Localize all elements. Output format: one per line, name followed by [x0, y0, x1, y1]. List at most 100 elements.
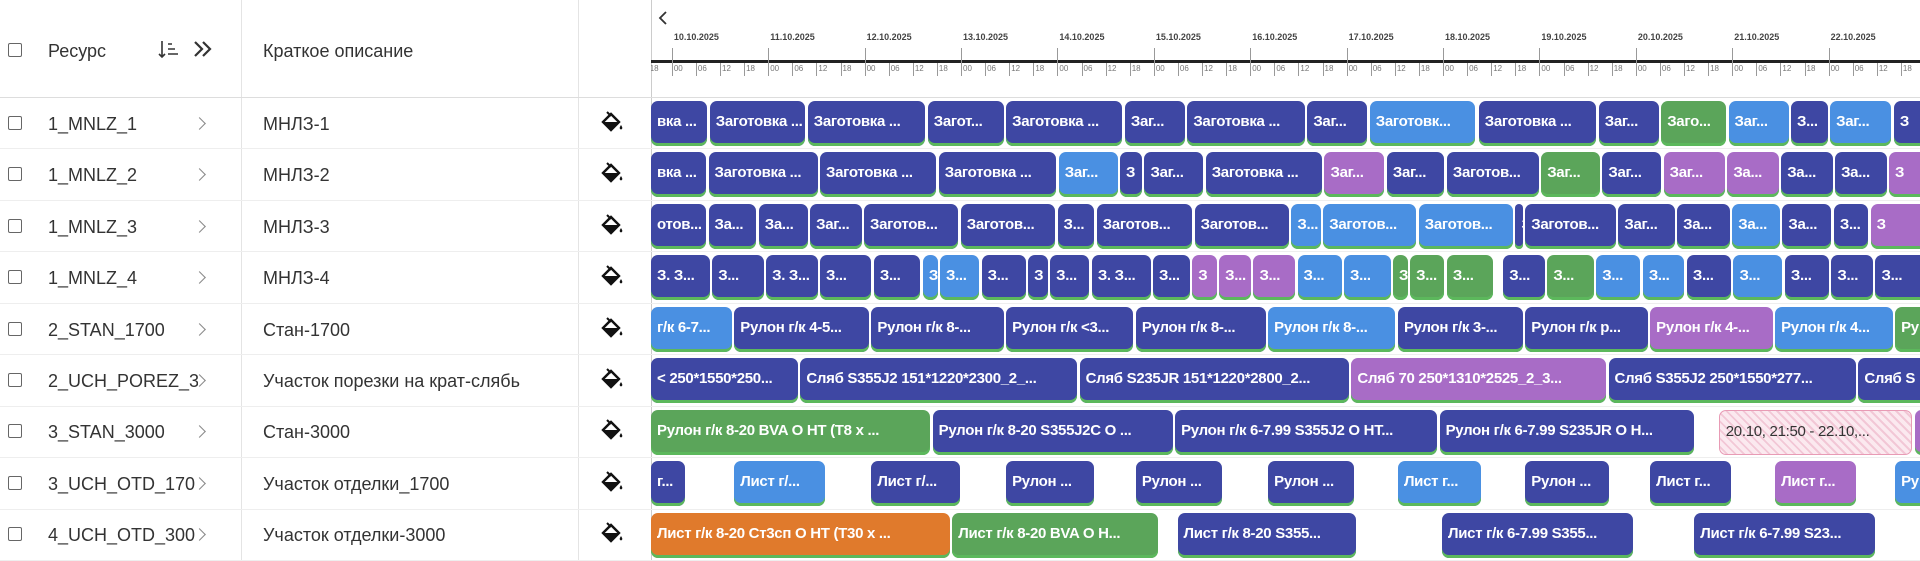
task-bar[interactable]: г/к 6-7... — [651, 306, 732, 352]
task-bar[interactable]: З... — [1686, 255, 1731, 301]
task-bar[interactable]: За... — [1782, 203, 1832, 249]
task-bar[interactable]: З... — [1410, 255, 1445, 301]
task-bar[interactable]: Заготовка ... — [1187, 101, 1305, 146]
task-bar[interactable]: З — [1192, 255, 1217, 301]
task-bar[interactable]: Лист г/к 8-20 Ст3сп O HT (T30 x ... — [651, 512, 950, 558]
task-bar[interactable]: З... — [1791, 101, 1828, 146]
task-bar[interactable]: Рулон г/к 8-... — [1268, 306, 1396, 352]
task-bar[interactable]: Заг... — [1324, 152, 1385, 198]
task-bar[interactable]: З... — [1253, 255, 1296, 301]
task-bar[interactable]: З — [1515, 203, 1523, 249]
task-bar[interactable]: З... — [1642, 255, 1685, 301]
color-fill-icon[interactable] — [598, 213, 624, 239]
task-bar[interactable]: отов... — [651, 203, 707, 249]
task-bar[interactable]: З... — [873, 255, 921, 301]
task-bar[interactable]: Рулон г/к 4-5... — [734, 306, 869, 352]
task-bar[interactable]: Сляб S — [1858, 358, 1920, 404]
row-checkbox[interactable] — [8, 270, 22, 285]
task-bar[interactable]: З — [1028, 255, 1048, 301]
task-bar[interactable]: Заготовка ... — [819, 152, 937, 198]
task-bar[interactable]: Заг... — [1307, 101, 1368, 146]
task-bar[interactable]: Заготовк... — [1369, 101, 1476, 146]
task-bar[interactable]: Рулон ... — [1525, 461, 1609, 507]
task-bar[interactable]: Заготов... — [1194, 203, 1289, 249]
task-bar[interactable]: Заг... — [1144, 152, 1204, 198]
task-bar[interactable]: За... — [1727, 152, 1779, 198]
task-bar[interactable]: Заго... — [1661, 101, 1727, 146]
task-bar[interactable]: З — [1119, 152, 1142, 198]
task-bar[interactable]: Рулон г/к 3-... — [1397, 306, 1523, 352]
task-bar[interactable]: За... — [1835, 152, 1887, 198]
task-bar[interactable]: З... — [1503, 255, 1545, 301]
color-fill-icon[interactable] — [598, 418, 624, 444]
task-bar[interactable]: Лист г/к 6-7.99 S23... — [1694, 512, 1876, 558]
task-bar[interactable]: З... — [1297, 255, 1342, 301]
task-bar[interactable]: З... — [1733, 255, 1783, 301]
task-bar[interactable]: Сляб S355J2 250*1550*277... — [1608, 358, 1856, 404]
task-bar[interactable]: За... — [1781, 152, 1833, 198]
task-bar[interactable]: Ру — [1895, 306, 1920, 352]
task-bar[interactable]: 20.10, 21:50 - 22.10,... — [1718, 409, 1913, 455]
task-bar[interactable]: Рулон ... — [1135, 461, 1222, 507]
color-fill-icon[interactable] — [598, 110, 624, 136]
task-bar[interactable]: Рулон г/к 8-... — [1135, 306, 1266, 352]
task-bar[interactable]: Заг... — [1541, 152, 1600, 198]
task-bar[interactable]: За... — [1732, 203, 1780, 249]
task-bar[interactable]: Сляб S355J2 151*1220*2300_2_... — [800, 358, 1078, 404]
task-bar[interactable]: Рулон г/к 4-... — [1650, 306, 1773, 352]
task-bar[interactable]: З... — [1875, 255, 1920, 301]
color-fill-icon[interactable] — [598, 161, 624, 187]
row-checkbox[interactable] — [8, 167, 22, 182]
task-bar[interactable]: Заготов... — [1418, 203, 1514, 249]
task-bar[interactable]: < 250*1550*250... — [651, 358, 798, 404]
task-bar[interactable]: З — [1893, 101, 1920, 146]
row-checkbox[interactable] — [8, 321, 22, 336]
task-bar[interactable]: Лист г/... — [734, 461, 825, 507]
select-all-checkbox[interactable] — [8, 43, 22, 57]
task-bar[interactable]: Сляб 70 250*1310*2525_2_3... — [1351, 358, 1607, 404]
row-checkbox[interactable] — [8, 372, 22, 387]
task-bar[interactable]: Лист г/к 6-7.99 S355... — [1442, 512, 1634, 558]
task-bar[interactable]: Заг... — [1602, 152, 1662, 198]
task-bar[interactable]: Заготов... — [1446, 152, 1539, 198]
task-bar[interactable]: Заг... — [1124, 101, 1185, 146]
task-bar[interactable]: За... — [708, 203, 757, 249]
task-bar[interactable]: Заготов... — [864, 203, 959, 249]
task-bar[interactable]: Лист г... — [1775, 461, 1856, 507]
task-bar[interactable]: Лист г/к 8-20 S355... — [1177, 512, 1357, 558]
sort-icon[interactable] — [158, 38, 180, 60]
task-bar[interactable]: З... — [981, 255, 1026, 301]
task-bar[interactable]: Лист г... — [1397, 461, 1482, 507]
row-checkbox[interactable] — [8, 115, 22, 130]
task-bar[interactable]: З... — [1219, 255, 1251, 301]
expand-icon[interactable] — [192, 38, 214, 60]
task-bar[interactable]: Заготовка ... — [708, 152, 818, 198]
task-bar[interactable]: З. З... — [651, 255, 710, 301]
task-bar[interactable]: З... — [1057, 203, 1095, 249]
task-bar[interactable]: Лист г... — [1650, 461, 1731, 507]
task-bar[interactable]: Рулон г/к 6-7.99 S235JR O H... — [1439, 409, 1695, 455]
task-bar[interactable]: З — [1870, 203, 1920, 249]
resource-header[interactable]: Ресурс — [48, 41, 107, 61]
task-bar[interactable]: Рулон г/к <3... — [1006, 306, 1134, 352]
task-bar[interactable]: Заг... — [1663, 152, 1725, 198]
task-bar[interactable]: Заготовка ... — [807, 101, 926, 146]
task-bar[interactable]: Заготовка ... — [1478, 101, 1597, 146]
task-bar[interactable]: Рулон г/к р... — [1525, 306, 1648, 352]
task-bar[interactable]: За... — [1677, 203, 1730, 249]
color-fill-icon[interactable] — [598, 264, 624, 290]
task-bar[interactable]: Заг... — [1598, 101, 1659, 146]
task-bar[interactable]: Заготов... — [1323, 203, 1417, 249]
task-bar[interactable]: З — [1393, 255, 1408, 301]
task-bar[interactable]: З... — [1547, 255, 1594, 301]
task-bar[interactable]: Заг... — [1830, 101, 1892, 146]
task-bar[interactable]: З... — [819, 255, 872, 301]
task-bar[interactable]: З. З... — [1091, 255, 1151, 301]
task-bar[interactable]: З. З... — [766, 255, 818, 301]
row-checkbox[interactable] — [8, 424, 22, 439]
task-bar[interactable]: Заг... — [1618, 203, 1675, 249]
task-bar[interactable]: З... — [1833, 203, 1869, 249]
color-fill-icon[interactable] — [598, 316, 624, 342]
task-bar[interactable]: З... — [939, 255, 980, 301]
task-bar[interactable]: Загот... — [927, 101, 1004, 146]
